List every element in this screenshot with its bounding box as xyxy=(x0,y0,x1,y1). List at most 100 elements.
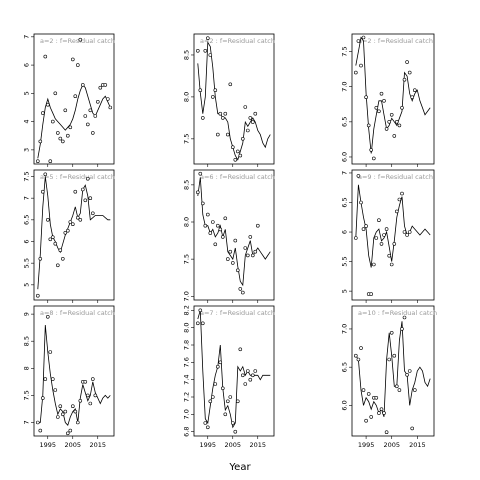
data-point xyxy=(361,35,366,40)
panel-1: 3 4 5 6 7 a=2 : f=Residual catch xyxy=(23,33,115,167)
data-point xyxy=(377,411,381,415)
data-point xyxy=(60,412,65,417)
data-point xyxy=(353,70,358,75)
data-point xyxy=(63,231,68,235)
y-tick-label: 7.0 xyxy=(341,82,349,92)
data-point xyxy=(40,189,45,194)
data-point xyxy=(221,386,225,391)
data-point xyxy=(88,401,93,406)
y-tick-label: 6 xyxy=(23,63,31,67)
data-point xyxy=(50,377,55,381)
data-point xyxy=(48,237,53,242)
panel-9: 6.0 6.5 7.0 1995 2005 2015 a=10 : f=Residual c… xyxy=(341,305,437,449)
y-tick-label: 7.5 xyxy=(23,171,31,181)
x-tick-label: 2005 xyxy=(64,441,81,449)
data-point xyxy=(394,120,399,124)
data-point xyxy=(78,398,83,403)
data-point xyxy=(359,200,363,205)
data-point xyxy=(73,189,78,194)
data-point xyxy=(55,263,60,268)
y-tick-label: 7.5 xyxy=(23,390,31,400)
data-point xyxy=(86,176,90,181)
data-point xyxy=(397,123,402,128)
panel-frame xyxy=(193,169,275,301)
y-tick-label: 6.5 xyxy=(341,197,349,207)
data-point xyxy=(218,360,223,365)
y-tick-label: 7.5 xyxy=(183,254,191,264)
data-point xyxy=(407,369,412,373)
data-point xyxy=(241,137,245,141)
data-point xyxy=(248,377,253,382)
data-point xyxy=(384,227,389,231)
panel-label: a=10 : f=Residual catch xyxy=(358,309,437,317)
data-point xyxy=(48,159,53,163)
data-point xyxy=(384,127,389,131)
data-point xyxy=(371,156,376,161)
y-tick-label: 6.5 xyxy=(341,117,349,127)
panel-label: a=6 : f=Residual catch xyxy=(200,173,275,181)
data-point xyxy=(71,57,75,62)
data-point xyxy=(198,308,203,313)
data-point xyxy=(369,148,374,152)
data-point xyxy=(382,99,386,103)
y-tick-label: 7 xyxy=(341,171,349,175)
panel-frame xyxy=(193,305,275,437)
data-point xyxy=(400,106,404,110)
data-point xyxy=(96,100,100,104)
data-point xyxy=(251,253,255,258)
panel-7: 7 7.5 8 8.5 9 1995 2005 2015 a=8 : f=Residual ca… xyxy=(23,305,115,449)
y-tick-label: 8 xyxy=(23,366,31,370)
y-tick-label: 6.0 xyxy=(341,400,349,410)
y-tick-label: 4 xyxy=(23,120,31,124)
data-point xyxy=(53,91,58,96)
data-point xyxy=(55,131,60,135)
data-point xyxy=(236,268,240,273)
data-point xyxy=(255,223,260,228)
y-tick-label: 6.0 xyxy=(341,152,349,162)
data-point xyxy=(223,216,228,221)
data-point xyxy=(228,395,233,399)
data-point xyxy=(86,393,90,398)
data-point xyxy=(231,421,235,425)
data-point xyxy=(73,94,78,98)
data-point xyxy=(91,211,95,216)
data-point xyxy=(203,223,208,228)
data-point xyxy=(198,88,203,92)
data-point xyxy=(216,132,220,137)
data-point xyxy=(389,113,394,117)
data-point xyxy=(50,119,55,124)
data-point xyxy=(371,262,376,267)
data-point xyxy=(361,388,366,392)
panel-frame xyxy=(351,305,435,437)
panel-frame xyxy=(33,305,115,437)
data-point xyxy=(387,357,392,362)
data-point xyxy=(364,418,368,423)
data-point xyxy=(76,215,80,220)
data-point xyxy=(392,242,397,246)
data-point xyxy=(228,249,233,254)
data-point xyxy=(221,116,225,120)
data-point xyxy=(364,224,368,228)
data-point xyxy=(251,373,255,378)
x-tick-label: 2015 xyxy=(89,441,106,449)
data-point xyxy=(392,353,397,358)
data-point xyxy=(394,384,399,389)
y-tick-label: 7.0 xyxy=(183,291,191,301)
data-point xyxy=(233,238,238,243)
panel-4: 5 5.5 6 6.5 7 7.5 a=5 : f=Residual catch xyxy=(23,169,115,303)
data-point xyxy=(223,111,228,116)
data-point xyxy=(253,369,258,373)
data-point xyxy=(243,105,248,109)
x-tick-label: 2015 xyxy=(249,441,266,449)
data-point xyxy=(208,231,213,235)
data-point xyxy=(382,411,386,415)
data-point xyxy=(91,377,95,381)
data-point xyxy=(231,145,235,149)
data-point xyxy=(251,120,255,124)
data-point xyxy=(353,353,358,358)
panel-2: 7.5 8.0 8.5 a=2 : f=Residual catch xyxy=(183,33,275,167)
data-point xyxy=(364,95,368,99)
y-tick-label: 5 xyxy=(23,283,31,287)
data-point xyxy=(211,220,215,224)
data-point xyxy=(407,230,412,234)
